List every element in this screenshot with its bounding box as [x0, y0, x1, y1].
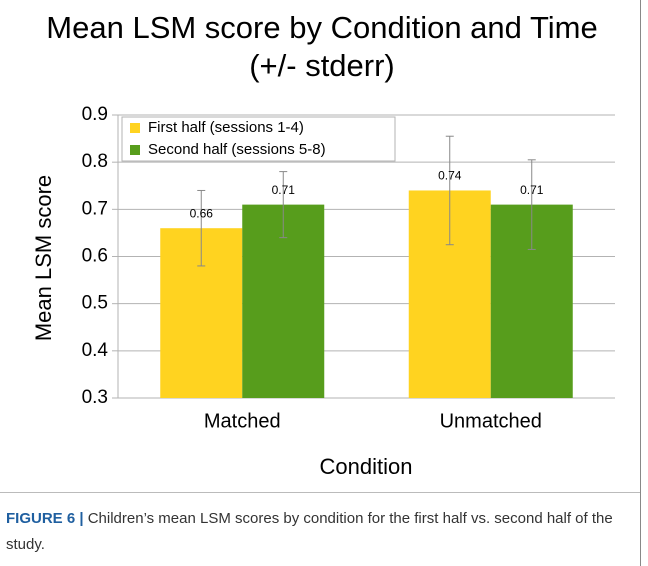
- caption-text: Children’s mean LSM scores by condition …: [6, 510, 613, 553]
- value-label: 0.74: [438, 169, 462, 183]
- y-tick-label: 0.3: [82, 387, 108, 408]
- y-tick-label: 0.8: [82, 151, 108, 172]
- error-bar: [445, 135, 454, 246]
- chart-subtitle: (+/- stderr): [249, 48, 395, 83]
- value-label: 0.71: [520, 183, 544, 197]
- y-axis-title: Mean LSM score: [31, 175, 56, 341]
- legend-swatch: [130, 123, 140, 133]
- x-tick-label: Matched: [204, 410, 281, 432]
- x-axis-title: Condition: [320, 454, 413, 479]
- y-tick-label: 0.9: [82, 104, 108, 125]
- legend-label: First half (sessions 1-4): [148, 119, 304, 136]
- y-tick-label: 0.5: [82, 293, 108, 314]
- value-label: 0.71: [272, 183, 296, 197]
- x-tick-label: Unmatched: [440, 410, 542, 432]
- caption: FIGURE 6 | Children’s mean LSM scores by…: [6, 506, 616, 558]
- y-tick-label: 0.4: [82, 340, 109, 361]
- error-bar: [527, 159, 536, 250]
- value-label: 0.66: [190, 206, 214, 220]
- error-bar: [279, 171, 288, 239]
- legend-box: [121, 116, 396, 162]
- caption-label: FIGURE 6 |: [6, 510, 84, 527]
- y-tick-label: 0.7: [82, 198, 108, 219]
- legend-label: Second half (sessions 5-8): [148, 141, 326, 158]
- frame-border: [640, 0, 641, 566]
- y-tick-label: 0.6: [82, 246, 108, 267]
- chart-title: Mean LSM score by Condition and Time: [46, 10, 597, 45]
- divider: [0, 492, 641, 493]
- legend-swatch: [130, 145, 140, 155]
- chart: Mean LSM score by Condition and Time (+/…: [31, 10, 615, 479]
- error-bar: [197, 189, 206, 267]
